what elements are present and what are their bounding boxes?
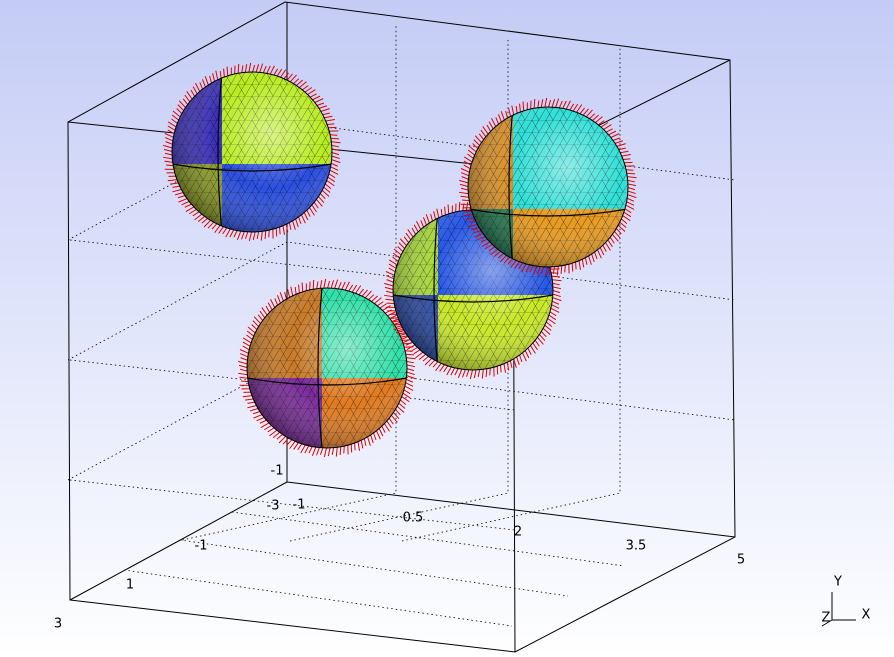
seam	[468, 107, 628, 267]
seam	[172, 72, 332, 232]
axis-labels: -1 -1 0.5 2 3.5 5 3 1 -1 -3	[54, 464, 745, 632]
x-tick-label: -1	[293, 498, 306, 513]
x-tick-label: 5	[737, 553, 745, 568]
y-tick-label: -1	[271, 464, 284, 479]
sphere-body	[172, 72, 332, 232]
sphere-body	[247, 288, 407, 448]
z-tick-label: -3	[267, 499, 280, 514]
x-tick-label: 3.5	[626, 539, 647, 554]
x-tick-label: 2	[514, 525, 522, 540]
shading	[172, 72, 332, 232]
sphere-body	[468, 107, 628, 267]
shading	[468, 107, 628, 267]
z-tick-label: -1	[195, 539, 208, 554]
seam	[247, 288, 407, 448]
outline	[467, 106, 629, 268]
seam	[393, 210, 553, 370]
sphere	[238, 278, 416, 458]
x-tick-label: 0.5	[403, 511, 424, 526]
outline	[171, 71, 333, 233]
triad-label: X	[862, 608, 871, 623]
z-tick-label: 3	[54, 617, 62, 632]
z-tick-label: 1	[126, 578, 134, 593]
orientation-triad: Y Z X	[822, 575, 871, 627]
triad-label: Z	[822, 611, 831, 626]
outline	[246, 287, 408, 449]
shading	[247, 288, 407, 448]
triad-label: Y	[833, 575, 842, 590]
